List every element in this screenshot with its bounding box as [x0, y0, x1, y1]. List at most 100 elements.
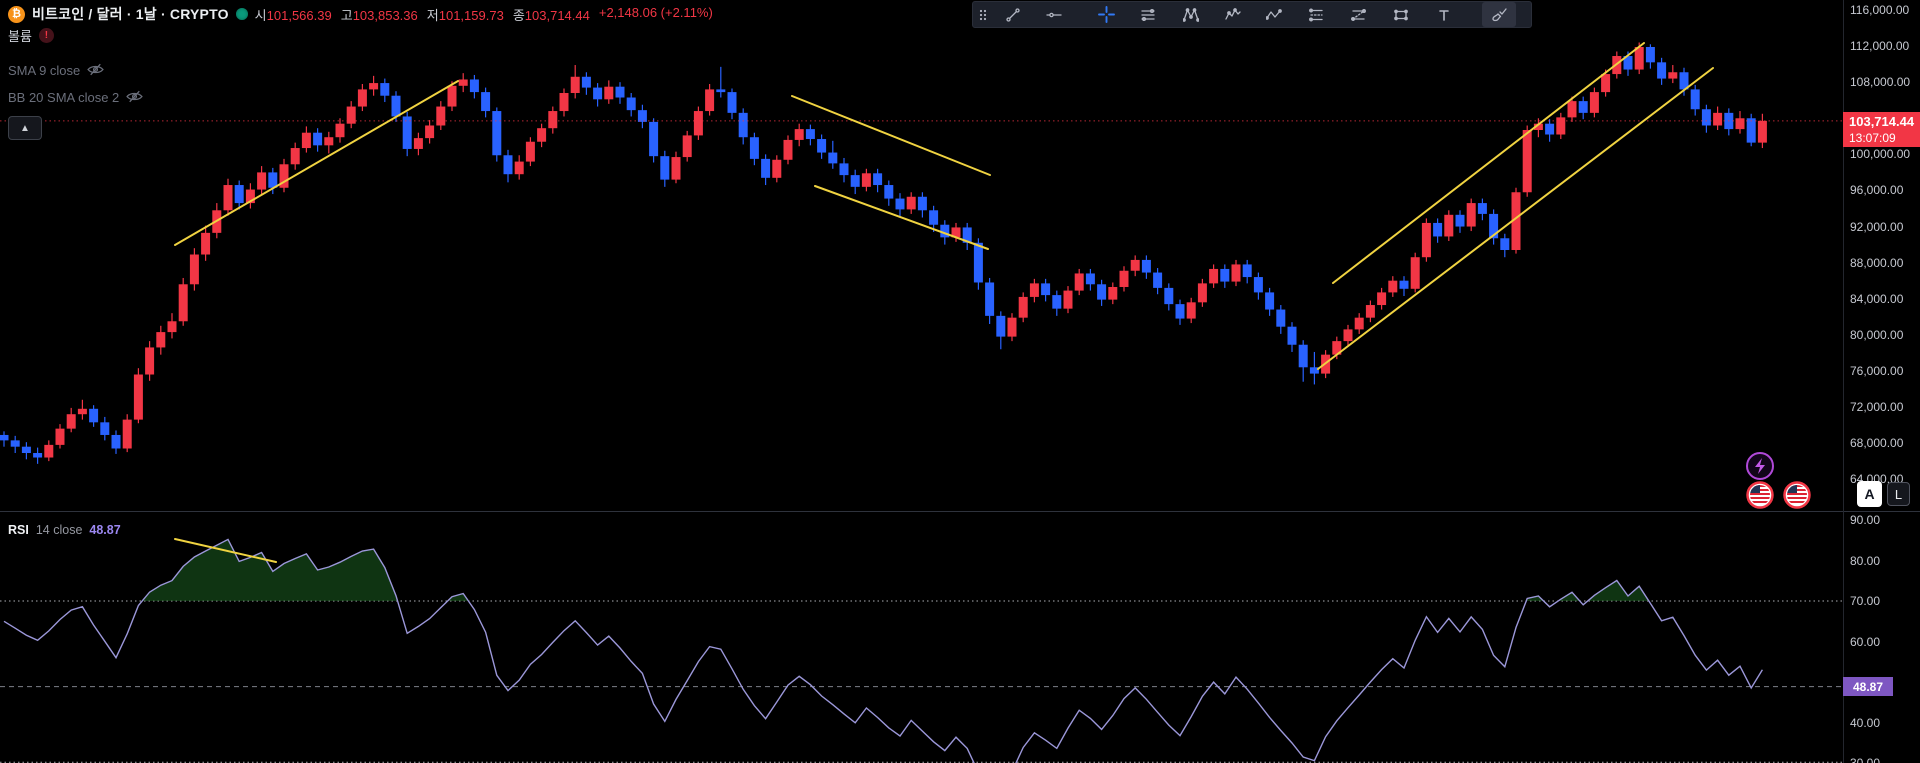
candle[interactable]	[1265, 287, 1275, 316]
candle[interactable]	[458, 73, 468, 93]
candle[interactable]	[324, 131, 334, 154]
candle[interactable]	[828, 140, 838, 169]
candle[interactable]	[929, 205, 939, 232]
candle[interactable]	[1186, 297, 1196, 324]
candle[interactable]	[1231, 259, 1241, 287]
horizontal-ray-icon[interactable]	[1037, 2, 1071, 27]
candle[interactable]	[559, 88, 569, 117]
candle[interactable]	[0, 431, 9, 447]
candle[interactable]	[279, 158, 289, 193]
zigzag-icon[interactable]	[1257, 2, 1291, 27]
candle[interactable]	[985, 277, 995, 324]
candle[interactable]	[1164, 283, 1174, 311]
candle[interactable]	[1119, 266, 1129, 292]
log-scale-button[interactable]: L	[1887, 482, 1910, 506]
candle[interactable]	[1074, 268, 1084, 296]
candle[interactable]	[682, 130, 692, 162]
candle[interactable]	[1433, 218, 1443, 243]
candle[interactable]	[1455, 210, 1465, 233]
candle[interactable]	[1713, 106, 1723, 130]
candle[interactable]	[1410, 252, 1420, 293]
candle[interactable]	[906, 192, 916, 214]
candle[interactable]	[1365, 300, 1375, 323]
candle[interactable]	[346, 101, 356, 129]
candle[interactable]	[1724, 108, 1734, 136]
candle[interactable]	[1377, 287, 1387, 310]
candle[interactable]	[1567, 96, 1577, 122]
down-channel-lower[interactable]	[814, 185, 989, 250]
candle[interactable]	[1545, 119, 1555, 142]
candle[interactable]	[817, 134, 827, 159]
warning-icon[interactable]: !	[38, 28, 54, 43]
brush-icon[interactable]	[1482, 2, 1516, 27]
candle[interactable]	[89, 405, 99, 427]
symbol-header[interactable]: ₿ 비트코인 / 달러 · 1날 · CRYPTO 시101,566.39 고1…	[8, 4, 713, 24]
candle[interactable]	[649, 118, 659, 163]
candle[interactable]	[996, 311, 1006, 350]
candle[interactable]	[839, 157, 849, 183]
candle[interactable]	[167, 313, 177, 339]
candle[interactable]	[55, 424, 65, 449]
candles-layer[interactable]	[0, 42, 1767, 464]
candle[interactable]	[1746, 113, 1756, 147]
eye-hidden-icon[interactable]	[126, 90, 144, 106]
candle[interactable]	[1522, 125, 1532, 197]
candle[interactable]	[1276, 305, 1286, 334]
candle[interactable]	[1052, 290, 1062, 316]
eye-hidden-icon[interactable]	[87, 63, 105, 79]
candle[interactable]	[335, 118, 345, 143]
candle[interactable]	[21, 442, 31, 460]
candle[interactable]	[33, 447, 43, 464]
candle[interactable]	[626, 93, 636, 117]
rsi-axis[interactable]: 90.00 80.00 70.00 60.00 40.00 30.00	[1843, 511, 1920, 763]
candle[interactable]	[1589, 87, 1599, 118]
candle[interactable]	[1220, 264, 1230, 288]
us-flag-event-icon[interactable]	[1783, 481, 1811, 509]
candle[interactable]	[604, 80, 614, 104]
candle[interactable]	[1097, 279, 1107, 306]
candle[interactable]	[111, 430, 121, 454]
candle[interactable]	[1209, 264, 1219, 288]
candle[interactable]	[156, 325, 166, 355]
candle[interactable]	[369, 75, 379, 96]
candle[interactable]	[794, 123, 804, 147]
candle[interactable]	[413, 132, 423, 156]
candle[interactable]	[895, 193, 905, 217]
candle[interactable]	[245, 183, 255, 209]
candle[interactable]	[615, 82, 625, 104]
trend-fib-icon[interactable]	[1341, 2, 1375, 27]
candle[interactable]	[290, 142, 300, 170]
candle[interactable]	[268, 167, 278, 195]
candle[interactable]	[716, 66, 726, 98]
candle[interactable]	[548, 106, 558, 134]
text-tool-icon[interactable]	[1427, 2, 1461, 27]
candle[interactable]	[1388, 276, 1398, 297]
candle[interactable]	[1018, 292, 1028, 323]
lightning-event-icon[interactable]	[1746, 452, 1774, 480]
candle[interactable]	[1489, 209, 1499, 245]
candle[interactable]	[727, 88, 737, 120]
rsi-layer[interactable]	[0, 538, 1843, 763]
candle[interactable]	[1309, 351, 1319, 385]
candle[interactable]	[1556, 112, 1566, 140]
candle[interactable]	[1242, 259, 1252, 284]
candle[interactable]	[145, 341, 155, 381]
trendline-drawings[interactable]	[174, 42, 1714, 563]
candle[interactable]	[10, 435, 20, 454]
candle[interactable]	[1657, 57, 1667, 85]
candle[interactable]	[44, 440, 54, 462]
candle[interactable]	[481, 87, 491, 118]
candle[interactable]	[1153, 268, 1163, 295]
candle[interactable]	[1421, 218, 1431, 262]
candle[interactable]	[537, 123, 547, 148]
candle[interactable]	[637, 104, 647, 129]
us-flag-event-icon[interactable]	[1746, 481, 1774, 509]
candle[interactable]	[850, 169, 860, 195]
candle[interactable]	[783, 135, 793, 165]
candle[interactable]	[525, 137, 535, 167]
candle[interactable]	[884, 180, 894, 206]
candle[interactable]	[357, 83, 367, 112]
candle[interactable]	[77, 399, 87, 420]
indicator-row[interactable]: 볼륨!	[8, 27, 143, 44]
